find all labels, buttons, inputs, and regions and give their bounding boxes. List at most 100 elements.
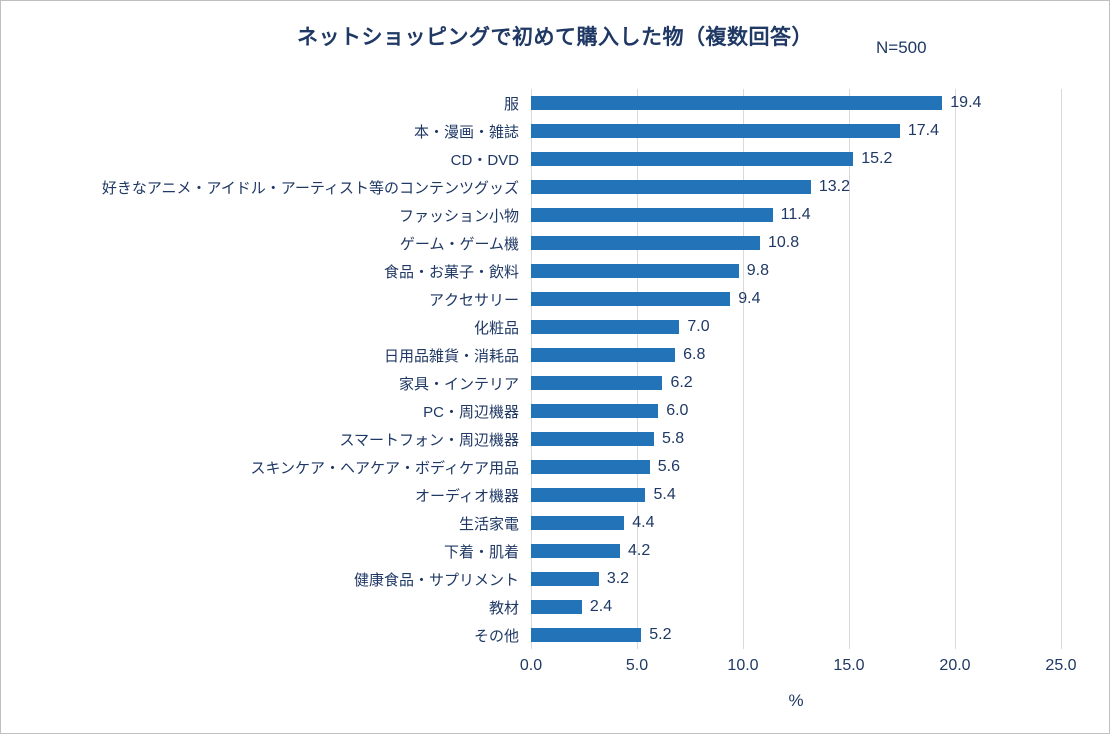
bar	[531, 208, 773, 222]
bar-row: その他 5.2	[1, 621, 1061, 649]
bar	[531, 180, 811, 194]
value-label: 7.0	[687, 318, 710, 335]
gridline	[743, 89, 744, 649]
bar-row: CD・DVD 15.2	[1, 145, 1061, 173]
gridline	[1061, 89, 1062, 649]
x-tick-label: 5.0	[625, 657, 649, 674]
bar	[531, 348, 676, 362]
bar-row: PC・周辺機器 6.0	[1, 397, 1061, 425]
value-label: 5.2	[649, 626, 672, 643]
value-label: 6.2	[670, 374, 693, 391]
bar	[531, 236, 760, 250]
bar-track: 9.8	[531, 257, 1061, 285]
value-label: 4.2	[628, 542, 651, 559]
category-label: アクセサリー	[428, 291, 519, 309]
bar-row: 服 19.4	[1, 89, 1061, 117]
gridline	[637, 89, 638, 649]
bar-track: 6.0	[531, 397, 1061, 425]
x-tick-label: 25.0	[1045, 657, 1077, 674]
bar	[531, 376, 663, 390]
bar-row: 好きなアニメ・アイドル・アーティスト等のコンテンツグッズ 13.2	[1, 173, 1061, 201]
bar-track: 5.8	[531, 425, 1061, 453]
category-label: ファッション小物	[398, 207, 519, 225]
category-label: 下着・肌着	[443, 543, 519, 561]
bar	[531, 124, 900, 138]
bar-row: ゲーム・ゲーム機 10.8	[1, 229, 1061, 257]
x-tick-label: 0.0	[519, 657, 543, 674]
category-label: CD・DVD	[450, 151, 519, 169]
bar	[531, 320, 680, 334]
bar-row: 食品・お菓子・飲料 9.8	[1, 257, 1061, 285]
category-label: 化粧品	[473, 319, 519, 337]
value-label: 15.2	[861, 150, 893, 167]
bar-track: 4.4	[531, 509, 1061, 537]
value-label: 5.6	[657, 458, 680, 475]
bar	[531, 264, 739, 278]
bar-row: ファッション小物 11.4	[1, 201, 1061, 229]
bar	[531, 460, 650, 474]
value-label: 2.4	[589, 598, 613, 615]
bar	[531, 292, 731, 306]
bar-row: 健康食品・サプリメント 3.2	[1, 565, 1061, 593]
bar	[531, 628, 642, 642]
value-label: 5.4	[653, 486, 676, 503]
bar-row: 生活家電 4.4	[1, 509, 1061, 537]
bar-track: 13.2	[531, 173, 1061, 201]
x-tick-label: 15.0	[833, 657, 865, 674]
bar-track: 5.4	[531, 481, 1061, 509]
gridline	[955, 89, 956, 649]
bar	[531, 572, 599, 586]
bar-row: 家具・インテリア 6.2	[1, 369, 1061, 397]
bar-track: 19.4	[531, 89, 1061, 117]
bar	[531, 544, 621, 558]
category-label: オーディオ機器	[415, 487, 519, 505]
value-label: 9.8	[746, 262, 769, 279]
category-label: 家具・インテリア	[398, 375, 519, 393]
value-label: 4.4	[632, 514, 655, 531]
gridlines	[531, 89, 1062, 649]
category-label: スマートフォン・周辺機器	[339, 431, 519, 449]
bar-track: 17.4	[531, 117, 1061, 145]
bar-track: 2.4	[531, 593, 1061, 621]
value-label: 6.0	[666, 402, 689, 419]
value-label: 11.4	[780, 206, 811, 223]
bar	[531, 432, 654, 446]
bar-row: 本・漫画・雑誌 17.4	[1, 117, 1061, 145]
bar-row: スマートフォン・周辺機器 5.8	[1, 425, 1061, 453]
category-label: PC・周辺機器	[423, 403, 519, 421]
bar	[531, 600, 582, 614]
category-label: 日用品雑貨・消耗品	[383, 347, 519, 365]
bar-rows: 服 19.4 本・漫画・雑誌 17.4 CD・DVD 15.2 好きなアニメ・ア…	[1, 89, 1061, 649]
bar-track: 5.2	[531, 621, 1061, 649]
bar-row: 教材 2.4	[1, 593, 1061, 621]
value-label: 5.8	[661, 430, 685, 447]
gridline	[849, 89, 850, 649]
category-label: 本・漫画・雑誌	[413, 123, 519, 141]
bar	[531, 488, 646, 502]
value-label: 13.2	[818, 178, 850, 195]
bar-track: 9.4	[531, 285, 1061, 313]
x-tick-label: 20.0	[939, 657, 971, 674]
bar-track: 11.4	[531, 201, 1061, 229]
bar-row: アクセサリー 9.4	[1, 285, 1061, 313]
bar	[531, 152, 854, 166]
bar	[531, 404, 659, 418]
category-label: 好きなアニメ・アイドル・アーティスト等のコンテンツグッズ	[101, 179, 519, 197]
bar-row: オーディオ機器 5.4	[1, 481, 1061, 509]
bar-row: 下着・肌着 4.2	[1, 537, 1061, 565]
value-label: 6.8	[683, 346, 706, 363]
category-label: その他	[473, 627, 519, 645]
category-label: 健康食品・サプリメント	[353, 571, 519, 589]
bar-track: 15.2	[531, 145, 1061, 173]
value-label: 19.4	[950, 94, 982, 111]
value-label: 10.8	[767, 234, 800, 251]
bar-row: スキンケア・ヘアケア・ボディケア用品 5.6	[1, 453, 1061, 481]
value-label: 17.4	[907, 122, 940, 139]
category-label: スキンケア・ヘアケア・ボディケア用品	[250, 459, 519, 477]
bar-track: 4.2	[531, 537, 1061, 565]
bar-track: 3.2	[531, 565, 1061, 593]
category-label: 食品・お菓子・飲料	[383, 263, 519, 281]
x-tick-label: 10.0	[727, 657, 759, 674]
chart-title: ネットショッピングで初めて購入した物（複数回答）	[297, 26, 813, 49]
